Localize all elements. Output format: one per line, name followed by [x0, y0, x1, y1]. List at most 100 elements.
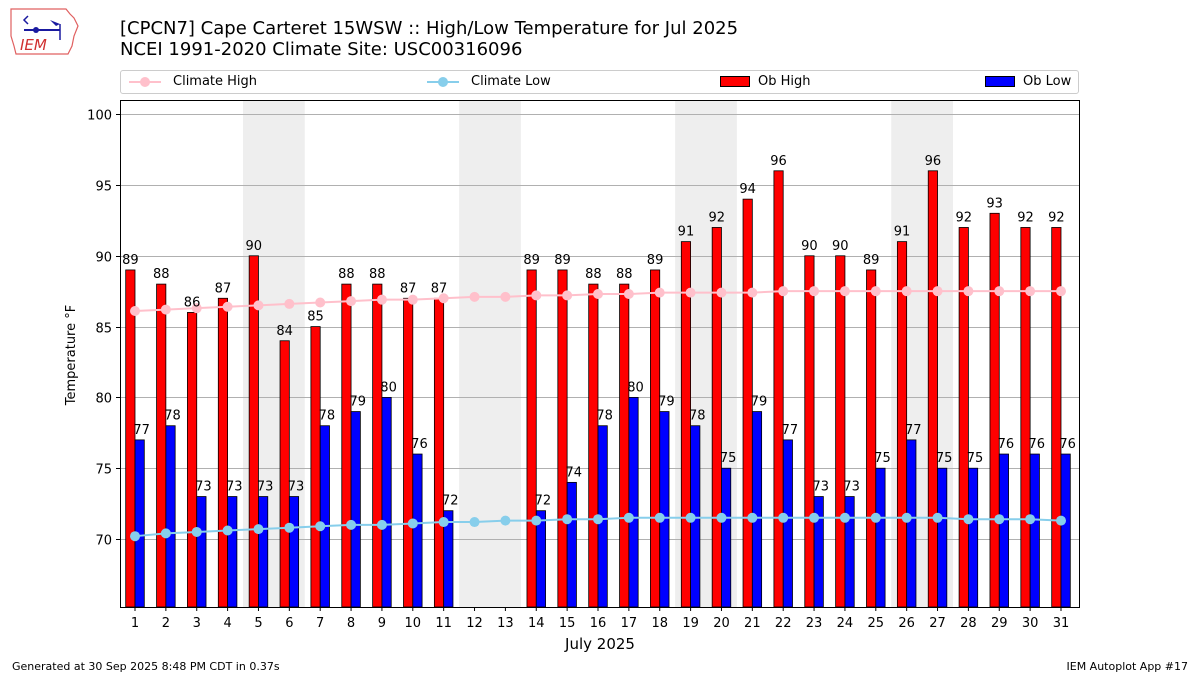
- logo-text: IEM: [20, 36, 47, 54]
- climate-high-point: [562, 290, 573, 301]
- ob-low-bar: [566, 481, 577, 608]
- climate-high-point: [870, 286, 881, 297]
- x-tick-label: 28: [960, 616, 977, 631]
- ob-low-bar: [659, 411, 670, 608]
- ob-low-label: 75: [874, 451, 891, 466]
- climate-high-line-icon: [129, 75, 161, 89]
- ob-low-label: 72: [442, 494, 459, 509]
- ob-low-label: 76: [1059, 437, 1076, 452]
- ob-high-bar: [588, 283, 599, 608]
- ob-high-bar: [341, 283, 352, 608]
- footer-generated: Generated at 30 Sep 2025 8:48 PM CDT in …: [12, 660, 280, 673]
- ob-high-label: 89: [647, 253, 664, 268]
- ob-low-label: 75: [936, 451, 953, 466]
- ob-low-bar: [258, 496, 269, 608]
- climate-high-point: [376, 294, 387, 305]
- climate-high-point: [654, 287, 665, 298]
- x-tick-label: 23: [806, 616, 823, 631]
- ob-high-label: 91: [894, 225, 911, 240]
- ob-low-label: 75: [720, 451, 737, 466]
- legend-item-climate-low: Climate Low: [427, 74, 551, 89]
- x-tick-label: 24: [837, 616, 854, 631]
- climate-low-point: [438, 517, 449, 528]
- title-line-1: [CPCN7] Cape Carteret 15WSW :: High/Low …: [120, 18, 739, 39]
- climate-low-point: [469, 517, 480, 528]
- climate-low-point: [1025, 514, 1036, 525]
- climate-low-point: [623, 512, 634, 523]
- plot-frame: [120, 100, 1080, 608]
- climate-low-point: [901, 512, 912, 523]
- x-tick-label: 21: [744, 616, 761, 631]
- ob-high-label: 89: [863, 253, 880, 268]
- ob-low-swatch-icon: [985, 76, 1015, 87]
- data-labels: 89 88 86 87 90 84 85 88 88 87 87 89 89 88 88 89 91 92 94 96…: [122, 154, 1076, 509]
- weekend-shade: [675, 100, 737, 607]
- ob-low-label: 76: [411, 437, 428, 452]
- climate-low-point: [778, 512, 789, 523]
- ob-high-label: 85: [307, 310, 324, 325]
- ob-low-label: 76: [998, 437, 1015, 452]
- y-tick-label: 90: [95, 251, 112, 266]
- climate-low-point: [315, 521, 326, 532]
- ob-high-label: 92: [1017, 210, 1034, 225]
- ob-low-bar: [412, 453, 423, 608]
- ob-low-bar: [350, 411, 361, 608]
- ob-low-label: 79: [658, 395, 675, 410]
- ob-high-bar: [433, 297, 445, 608]
- chart-title: [CPCN7] Cape Carteret 15WSW :: High/Low …: [120, 18, 738, 60]
- climate-low-point: [1056, 515, 1066, 526]
- ob-high-label: 90: [832, 239, 849, 254]
- climate-low-point: [191, 526, 202, 537]
- ob-low-bar: [165, 425, 176, 608]
- climate-high-point: [531, 290, 542, 301]
- x-tick-label: 16: [590, 616, 607, 631]
- ob-high-label: 87: [215, 281, 232, 296]
- ob-high-bar: [835, 255, 846, 608]
- ob-low-bar: [937, 467, 948, 608]
- ob-low-bar: [1029, 453, 1040, 608]
- y-tick-label: 95: [95, 180, 112, 195]
- climate-high-point: [593, 289, 603, 300]
- ob-high-bar: [557, 269, 568, 608]
- climate-low-line: [134, 516, 1062, 538]
- ob-high-bar: [680, 241, 691, 608]
- climate-high-point: [284, 298, 295, 309]
- ob-high-bar: [310, 326, 321, 608]
- ob-low-label: 73: [257, 480, 274, 495]
- ob-high-bar: [927, 170, 938, 608]
- ob-high-bar: [125, 269, 136, 608]
- x-tick-label: 20: [713, 616, 730, 631]
- weekend-shade: [891, 100, 953, 607]
- ob-low-label: 80: [380, 380, 397, 395]
- ob-high-bar: [279, 340, 290, 608]
- climate-low-point: [870, 512, 881, 523]
- x-tick-label: 7: [316, 616, 324, 631]
- x-tick-label: 30: [1022, 616, 1039, 631]
- ob-low-bar: [1060, 453, 1071, 608]
- ob-high-bar: [1020, 227, 1031, 608]
- ob-low-label: 77: [782, 423, 799, 438]
- x-tick-label: 25: [868, 616, 885, 631]
- climate-low-point: [531, 515, 542, 526]
- x-tick-label: 11: [435, 616, 452, 631]
- climate-high-point: [346, 296, 357, 307]
- climate-high-point: [407, 294, 418, 305]
- x-tick-label: 3: [193, 616, 201, 631]
- footer-app: IEM Autoplot App #17: [1066, 660, 1189, 673]
- climate-high-point: [809, 286, 820, 297]
- ob-high-label: 89: [554, 253, 571, 268]
- ob-high-label: 96: [925, 154, 942, 169]
- y-tick-label: 75: [95, 463, 112, 478]
- climate-low-point: [963, 514, 974, 525]
- x-tick-label: 26: [898, 616, 915, 631]
- ob-low-bar: [968, 467, 979, 608]
- ob-low-label: 80: [627, 380, 644, 395]
- ob-low-bar: [535, 510, 546, 608]
- ob-low-bar: [844, 496, 855, 608]
- climate-high-line: [134, 290, 1061, 313]
- title-line-2: NCEI 1991-2020 Climate Site: USC00316096: [120, 39, 523, 60]
- climate-low-point: [716, 512, 727, 523]
- ob-high-label: 94: [739, 182, 756, 197]
- legend-label: Ob High: [758, 74, 811, 89]
- ob-low-bar: [721, 467, 732, 608]
